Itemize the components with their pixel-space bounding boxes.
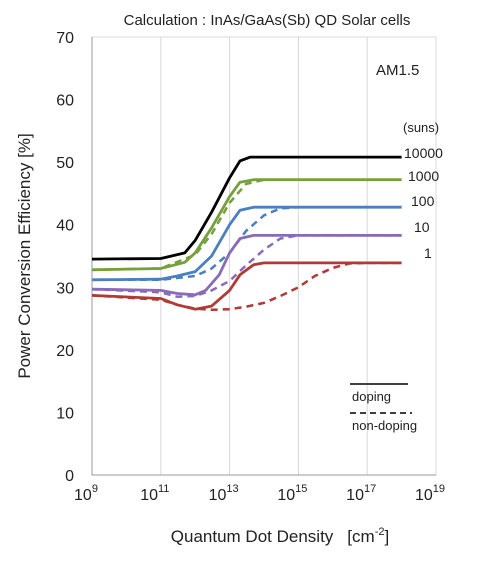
x-axis-unit-close: ] — [384, 527, 389, 546]
series-line-1000-suns-doping — [91, 178, 402, 272]
plot-frame — [91, 36, 437, 476]
suns-header: (suns) — [403, 120, 439, 135]
legend-non-doping-label: non-doping — [352, 418, 417, 433]
suns-label: 100 — [411, 193, 435, 209]
x-axis-unit: [cm — [347, 527, 374, 546]
x-tick-label: 109 — [74, 483, 98, 504]
x-axis-title: Quantum Dot Density [cm-2] — [171, 526, 389, 546]
suns-label: 1 — [424, 245, 432, 261]
x-gridlines — [91, 37, 437, 475]
y-tick-label: 70 — [56, 30, 74, 47]
y-tick-labels: 0 10 20 30 40 50 60 70 — [56, 30, 74, 485]
suns-label: 10 — [414, 219, 430, 235]
x-axis-title-text: Quantum Dot Density — [171, 527, 334, 546]
y-tick-label: 30 — [56, 280, 74, 297]
chart-title: Calculation : InAs/GaAs(Sb) QD Solar cel… — [124, 12, 411, 29]
x-tick-label: 1017 — [346, 483, 376, 504]
x-tick-labels: 109 1011 1013 1015 1017 1019 — [74, 483, 445, 504]
x-tick-label: 1011 — [140, 483, 169, 504]
legend-doping-label: doping — [352, 389, 391, 404]
series-line-100-suns-doping — [91, 205, 402, 282]
series-line-1-suns-non-doping — [91, 261, 402, 312]
series-line-1000-suns-non-doping — [91, 178, 402, 272]
suns-label: 1000 — [408, 168, 439, 184]
plot-area: 0 10 20 30 40 50 60 70 109 1011 1013 1015 1017 1019 — [56, 30, 445, 504]
x-tick-label: 1013 — [209, 483, 239, 504]
y-axis-title: Power Conversion Efficiency [%] — [15, 133, 34, 378]
y-tick-label: 50 — [56, 155, 74, 172]
series-line-10000-suns-doping — [91, 155, 402, 261]
suns-labels: 10000 1000 100 10 1 — [404, 145, 443, 261]
suns-label: 10000 — [404, 145, 443, 161]
y-tick-label: 20 — [56, 343, 74, 360]
x-axis-unit-exponent: -2 — [375, 526, 385, 538]
am15-annotation: AM1.5 — [376, 62, 419, 79]
y-tick-label: 0 — [65, 468, 74, 485]
series-line-1-suns-doping — [91, 261, 402, 311]
y-tick-label: 60 — [56, 93, 74, 110]
series-line-10-suns-doping — [91, 234, 402, 297]
x-tick-label: 1019 — [415, 483, 445, 504]
y-tick-label: 10 — [56, 405, 74, 422]
x-tick-label: 1015 — [277, 483, 307, 504]
series-line-10-suns-non-doping — [91, 234, 402, 298]
legend: doping non-doping — [350, 383, 417, 433]
y-tick-label: 40 — [56, 218, 74, 235]
series-lines — [91, 155, 402, 312]
